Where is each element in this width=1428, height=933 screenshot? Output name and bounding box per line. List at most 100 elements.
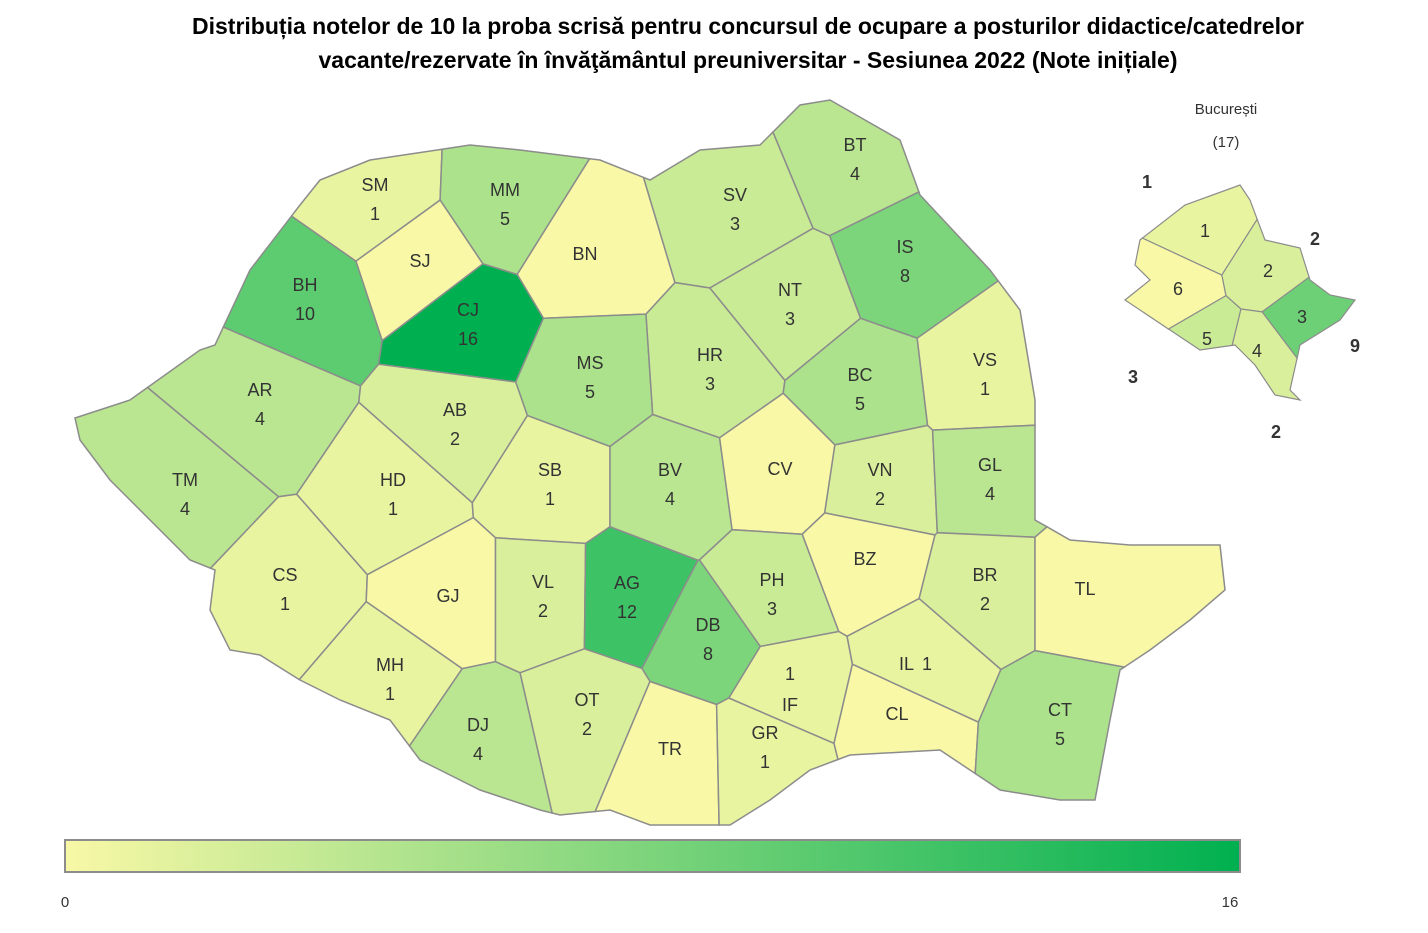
county-code: NT — [778, 280, 802, 300]
county-value: 4 — [180, 499, 190, 519]
county-value: 1 — [388, 499, 398, 519]
county-code: GJ — [436, 586, 459, 606]
sector-value: 1 — [1142, 172, 1152, 192]
county-code: CV — [767, 459, 792, 479]
county — [74, 386, 280, 570]
county-code: SV — [723, 185, 747, 205]
county-code: MM — [490, 180, 520, 200]
county-code: SB — [538, 460, 562, 480]
county-code: HD — [380, 470, 406, 490]
county-code: SM — [362, 175, 389, 195]
county-value: 2 — [582, 719, 592, 739]
scale-tick-label: 16 — [1222, 894, 1239, 911]
county — [408, 660, 554, 815]
county-value: 8 — [703, 644, 713, 664]
county-code: BN — [572, 244, 597, 264]
county-code: TM — [172, 470, 198, 490]
county-code: SJ — [409, 251, 430, 271]
sector-name: 4 — [1252, 341, 1262, 361]
county-value: 3 — [785, 309, 795, 329]
county-code: AB — [443, 400, 467, 420]
county-code: BC — [847, 365, 872, 385]
county-code: TR — [658, 739, 682, 759]
county-code: CL — [885, 704, 908, 724]
county-value: 2 — [538, 601, 548, 621]
county-value: 2 — [450, 429, 460, 449]
color-scale-bar — [64, 839, 1241, 873]
county-value: 1 — [280, 594, 290, 614]
sector-value: 2 — [1310, 229, 1320, 249]
county-code: DB — [695, 615, 720, 635]
county-value: 1 — [922, 654, 932, 674]
county-code: DJ — [467, 715, 489, 735]
county-code: OT — [575, 690, 600, 710]
sector-value: 3 — [1128, 367, 1138, 387]
sector-name: 6 — [1173, 279, 1183, 299]
county-value: 2 — [980, 594, 990, 614]
county-code: HR — [697, 345, 723, 365]
county — [846, 597, 1002, 724]
scale-tick-label: 0 — [61, 894, 69, 911]
county-code: BH — [292, 275, 317, 295]
county-value: 5 — [500, 209, 510, 229]
county-value: 8 — [900, 266, 910, 286]
county-value: 12 — [617, 602, 637, 622]
sector — [1123, 237, 1227, 330]
county-value: 1 — [545, 489, 555, 509]
county-value: 1 — [370, 204, 380, 224]
county-code: BR — [972, 565, 997, 585]
county-code: VL — [532, 572, 554, 592]
county-value: 5 — [855, 394, 865, 414]
county-code: IS — [896, 237, 913, 257]
county — [519, 648, 651, 816]
county-value: 10 — [295, 304, 315, 324]
county-code: IL — [899, 654, 914, 674]
county-code: VN — [867, 460, 892, 480]
county-value: 3 — [767, 599, 777, 619]
county-code: CJ — [457, 300, 479, 320]
county-value: 4 — [665, 489, 675, 509]
county-value: 16 — [458, 329, 478, 349]
county-code: PH — [759, 570, 784, 590]
sector-value: 9 — [1350, 336, 1360, 356]
sector — [1231, 308, 1302, 401]
county-value: 5 — [585, 382, 595, 402]
county-value: 1 — [785, 664, 795, 684]
county-code: AG — [614, 573, 640, 593]
county — [298, 600, 464, 748]
county-value: 4 — [850, 164, 860, 184]
county-code: BZ — [853, 549, 876, 569]
county-code: CT — [1048, 700, 1072, 720]
county-code: MH — [376, 655, 404, 675]
county-value: 3 — [705, 374, 715, 394]
county-value: 3 — [730, 214, 740, 234]
county-code: BT — [843, 135, 866, 155]
county-value: 1 — [385, 684, 395, 704]
title-line: Distribuția notelor de 10 la proba scris… — [192, 13, 1304, 40]
county-code: IF — [782, 695, 798, 715]
county-value: 4 — [255, 409, 265, 429]
county-value: 1 — [980, 379, 990, 399]
county — [1034, 525, 1226, 668]
county-code: AR — [247, 380, 272, 400]
inset-subtitle: (17) — [1213, 134, 1240, 151]
regions — [74, 99, 1357, 826]
county-code: GL — [978, 455, 1002, 475]
county-value: 1 — [760, 752, 770, 772]
county — [974, 649, 1127, 801]
sector-name: 5 — [1202, 329, 1212, 349]
county-code: MS — [577, 353, 604, 373]
county-value: 5 — [1055, 729, 1065, 749]
county-code: BV — [658, 460, 682, 480]
county-value: 4 — [473, 744, 483, 764]
sector-name: 3 — [1297, 307, 1307, 327]
county-code: CS — [272, 565, 297, 585]
sector-name: 1 — [1200, 221, 1210, 241]
county-code: GR — [752, 723, 779, 743]
county-value: 2 — [875, 489, 885, 509]
county-value: 4 — [985, 484, 995, 504]
inset-title: București — [1195, 101, 1258, 118]
county-code: TL — [1074, 579, 1095, 599]
